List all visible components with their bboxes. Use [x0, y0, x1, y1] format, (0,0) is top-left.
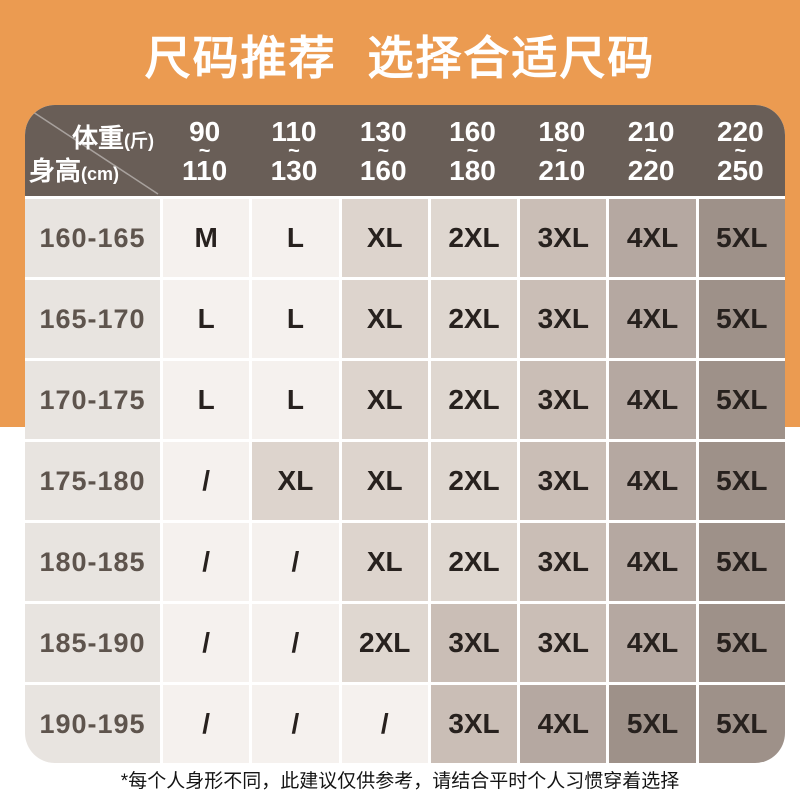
- size-cell: 4XL: [606, 196, 696, 277]
- height-axis-text: 身高: [29, 156, 82, 186]
- size-cell: L: [249, 196, 339, 277]
- size-cell: 3XL: [517, 439, 607, 520]
- size-cell: M: [160, 196, 250, 277]
- size-cell: 4XL: [606, 358, 696, 439]
- size-cell: XL: [338, 520, 428, 601]
- size-cell: /: [160, 682, 250, 763]
- diagonal-divider-line: [26, 107, 159, 195]
- height-row-label: 165-170: [25, 277, 160, 358]
- size-cell: 5XL: [695, 277, 785, 358]
- weight-column-header: 130 ~160: [338, 105, 428, 196]
- weight-column-header: 220 ~250: [695, 105, 785, 196]
- size-cell: /: [338, 682, 428, 763]
- weight-axis-unit: (斤): [124, 131, 154, 151]
- height-row-label: 175-180: [25, 439, 160, 520]
- size-cell: L: [249, 358, 339, 439]
- size-cell: 3XL: [517, 520, 607, 601]
- size-cell: 3XL: [517, 601, 607, 682]
- size-cell: 4XL: [606, 439, 696, 520]
- weight-axis-text: 体重: [71, 123, 124, 153]
- size-cell: 5XL: [606, 682, 696, 763]
- size-cell: 2XL: [427, 196, 518, 277]
- table-corner-cell: 体重(斤) 身高(cm): [25, 105, 160, 196]
- size-cell: /: [160, 520, 250, 601]
- size-cell: XL: [338, 196, 428, 277]
- size-cell: 4XL: [606, 520, 696, 601]
- height-row-label: 190-195: [25, 682, 160, 763]
- size-cell: 5XL: [695, 358, 785, 439]
- weight-column-header: 160 ~180: [427, 105, 518, 196]
- size-cell: /: [160, 601, 250, 682]
- size-cell: /: [249, 682, 339, 763]
- height-row-label: 180-185: [25, 520, 160, 601]
- size-cell: 2XL: [338, 601, 428, 682]
- size-cell: 3XL: [427, 682, 518, 763]
- size-cell: 2XL: [427, 358, 518, 439]
- size-cell: XL: [338, 277, 428, 358]
- size-cell: 3XL: [517, 277, 607, 358]
- size-cell: /: [249, 601, 339, 682]
- size-cell: 2XL: [427, 520, 518, 601]
- size-cell: 4XL: [606, 601, 696, 682]
- size-cell: XL: [338, 439, 428, 520]
- size-cell: 3XL: [517, 358, 607, 439]
- size-cell: 5XL: [695, 196, 785, 277]
- size-cell: 5XL: [695, 682, 785, 763]
- size-cell: 2XL: [427, 277, 518, 358]
- size-cell: /: [160, 439, 250, 520]
- size-cell: 5XL: [695, 439, 785, 520]
- size-cell: 4XL: [517, 682, 607, 763]
- weight-column-header: 210 ~220: [606, 105, 696, 196]
- weight-column-header: 90 ~110: [160, 105, 250, 196]
- size-cell: L: [160, 358, 250, 439]
- size-cell: L: [160, 277, 250, 358]
- size-cell: /: [249, 520, 339, 601]
- size-cell: 3XL: [427, 601, 518, 682]
- weight-column-header: 180 ~210: [517, 105, 607, 196]
- size-cell: L: [249, 277, 339, 358]
- size-table: 体重(斤) 身高(cm) 90 ~110 110 ~130 130 ~160 160 ~180…: [25, 105, 785, 763]
- height-row-label: 170-175: [25, 358, 160, 439]
- weight-column-header: 110 ~130: [249, 105, 339, 196]
- size-cell: 2XL: [427, 439, 518, 520]
- size-cell: XL: [338, 358, 428, 439]
- height-row-label: 160-165: [25, 196, 160, 277]
- size-cell: 4XL: [606, 277, 696, 358]
- height-axis-label: 身高(cm): [29, 151, 119, 188]
- page-title: 尺码推荐 选择合适尺码: [144, 32, 656, 84]
- footnote: *每个人身形不同，此建议仅供参考，请结合平时个人习惯穿着选择: [120, 771, 680, 792]
- weight-axis-label: 体重(斤): [72, 118, 154, 155]
- height-row-label: 185-190: [25, 601, 160, 682]
- size-cell: XL: [249, 439, 339, 520]
- size-cell: 5XL: [695, 601, 785, 682]
- size-cell: 5XL: [695, 520, 785, 601]
- height-axis-unit: (cm): [81, 164, 120, 184]
- size-cell: 3XL: [517, 196, 607, 277]
